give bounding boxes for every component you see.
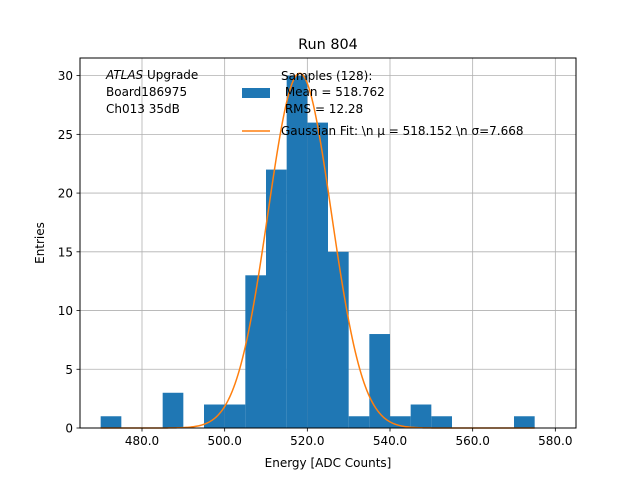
y-tick-label: 5 — [65, 363, 73, 377]
histogram-bar — [266, 169, 287, 429]
legend-fit-label: Gaussian Fit: \n μ = 518.152 \n σ=7.668 — [281, 124, 524, 138]
legend-histogram-line-2: Mean = 518.762 — [281, 85, 385, 99]
legend-histogram-swatch — [242, 88, 270, 98]
annotation-line-1: ATLAS Upgrade — [105, 68, 198, 82]
chart-title: Run 804 — [298, 37, 358, 53]
histogram-bar — [162, 392, 184, 428]
y-tick-label: 0 — [65, 422, 73, 436]
x-tick-label: 580.0 — [538, 434, 572, 448]
legend-histogram-line-1: Samples (128): — [281, 69, 372, 83]
histogram-bar — [245, 275, 266, 428]
annotation-text: ATLAS Upgrade Board186975 Ch013 35dB — [105, 68, 198, 116]
x-tick-label: 560.0 — [455, 434, 489, 448]
x-tick-label: 540.0 — [373, 434, 407, 448]
plot-frame — [79, 57, 577, 429]
atlas-label: ATLAS — [105, 68, 144, 82]
x-tick-label: 480.0 — [125, 434, 159, 448]
axis-ticks: 480.0 500.0 520.0 540.0 560.0 580.0 0 5 10 15 20 25… — [58, 69, 573, 448]
histogram-bar — [369, 334, 390, 428]
histogram-bar — [307, 122, 328, 428]
y-tick-label: 15 — [58, 245, 73, 259]
histogram-bar — [410, 404, 432, 428]
histogram-bar — [224, 404, 246, 428]
y-tick-label: 25 — [58, 128, 73, 142]
legend: Samples (128): Mean = 518.762 RMS = 12.2… — [242, 69, 524, 138]
y-tick-label: 30 — [58, 69, 73, 83]
histogram-bar — [204, 404, 225, 428]
x-axis-label: Energy [ADC Counts] — [265, 456, 392, 470]
histogram-bar — [328, 251, 349, 428]
histogram-bar — [100, 416, 122, 428]
y-tick-label: 20 — [58, 187, 73, 201]
histogram-bar — [390, 416, 411, 428]
upgrade-label: Upgrade — [143, 68, 198, 82]
histogram-bar — [514, 416, 535, 428]
y-tick-label: 10 — [58, 304, 73, 318]
x-tick-label: 500.0 — [207, 434, 241, 448]
annotation-line-2: Board186975 — [106, 85, 187, 99]
legend-histogram-line-3: RMS = 12.28 — [281, 102, 363, 116]
y-axis-label: Entries — [33, 222, 47, 264]
histogram-bar — [286, 75, 308, 428]
x-tick-label: 520.0 — [290, 434, 324, 448]
histogram-bar — [348, 416, 370, 428]
histogram-bar — [431, 416, 452, 428]
annotation-line-3: Ch013 35dB — [106, 102, 180, 116]
